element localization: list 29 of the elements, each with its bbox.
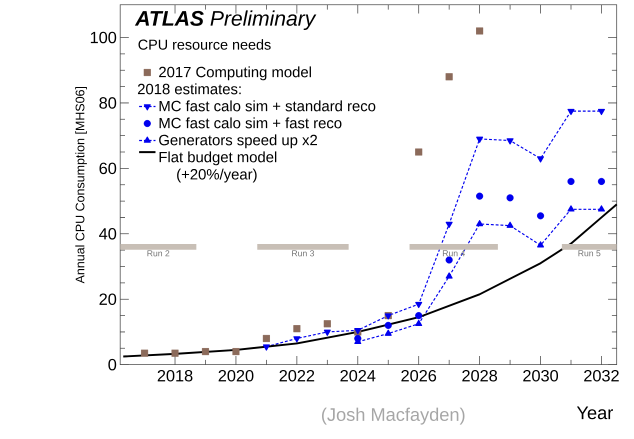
annotation: Run 4 bbox=[442, 250, 465, 256]
x-tick-label: 2022 bbox=[280, 370, 314, 382]
legend-label: MC fast calo sim + fast reco bbox=[160, 118, 342, 128]
legend-label: Flat budget model (+20%/year) bbox=[160, 152, 276, 183]
annotation: Run 3 bbox=[292, 250, 314, 257]
y-tick-label: 100 bbox=[90, 32, 116, 44]
x-tick-label: 2020 bbox=[218, 370, 254, 382]
annotation: Run 5 bbox=[578, 250, 600, 256]
y-tick-label: 60 bbox=[100, 162, 116, 174]
x-tick-label: 2032 bbox=[584, 370, 619, 382]
legend-label: 2017 Computing model bbox=[159, 66, 311, 80]
text: CPU resource needs bbox=[138, 39, 271, 50]
x-tick-label: 2030 bbox=[523, 370, 558, 382]
legend-label: Generators speed up x2 bbox=[159, 134, 318, 148]
annotation: Run 2 bbox=[147, 250, 170, 257]
y-tick-label: 20 bbox=[100, 294, 116, 306]
chart-title: ATLAS Preliminary bbox=[134, 10, 316, 30]
y-tick-label: 40 bbox=[99, 228, 116, 240]
x-tick-label: 2024 bbox=[340, 370, 376, 382]
x-tick-label: 2018 bbox=[158, 370, 192, 382]
y-axis-title: Annual CPU Consumption [MHS06] bbox=[75, 87, 87, 284]
x-tick-label: 2026 bbox=[401, 370, 436, 382]
legend-title: 2018 estimates: bbox=[138, 84, 241, 94]
x-tick-label: 2028 bbox=[462, 370, 498, 382]
x-axis-title: Year bbox=[576, 406, 614, 420]
legend-label: MC fast calo sim + standard reco bbox=[160, 100, 376, 112]
y-tick-label: 0 bbox=[108, 359, 116, 371]
y-tick-label: 80 bbox=[99, 97, 116, 109]
text: (Josh Macfayden) bbox=[322, 408, 464, 425]
